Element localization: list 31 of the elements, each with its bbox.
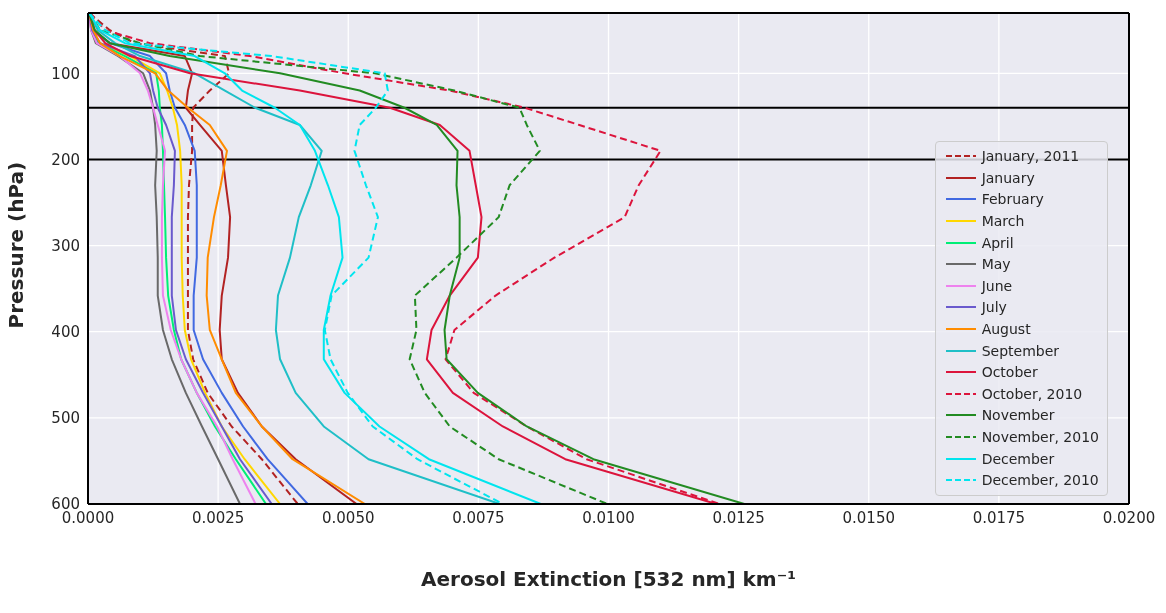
x-axis-title: Aerosol Extinction [532 nm] km⁻¹ xyxy=(420,567,797,591)
legend-label: March xyxy=(981,213,1025,230)
x-tick-label: 0.0125 xyxy=(712,508,765,527)
legend-label: May xyxy=(981,256,1011,273)
legend-label: November, 2010 xyxy=(981,429,1099,446)
x-tick-label: 0.0150 xyxy=(842,508,895,527)
y-tick-label: 300 xyxy=(51,236,80,255)
legend-label: June xyxy=(981,277,1013,294)
x-tick-label: 0.0075 xyxy=(452,508,505,527)
legend-label: November xyxy=(981,407,1055,424)
y-tick-label: 400 xyxy=(51,323,80,342)
x-tick-label: 0.0175 xyxy=(972,508,1026,527)
y-tick-label: 500 xyxy=(51,409,80,428)
legend-label: December xyxy=(981,450,1055,467)
legend-label: January, 2011 xyxy=(981,148,1080,165)
legend-label: August xyxy=(981,321,1031,338)
y-tick-label: 100 xyxy=(51,64,80,83)
legend-label: October, 2010 xyxy=(981,385,1083,402)
y-axis-title: Pressure (hPa) xyxy=(4,161,29,329)
x-tick-label: 0.0200 xyxy=(1102,508,1156,527)
x-tick-label: 0.0050 xyxy=(322,508,375,527)
legend-label: January xyxy=(981,169,1035,186)
legend-label: December, 2010 xyxy=(981,472,1099,489)
legend-label: April xyxy=(981,234,1014,251)
x-tick-label: 0.0100 xyxy=(582,508,635,527)
legend-label: July xyxy=(981,299,1007,316)
x-tick-label: 0.0025 xyxy=(191,508,245,527)
y-tick-label: 200 xyxy=(51,150,80,169)
legend-label: October xyxy=(981,364,1038,381)
legend-label: February xyxy=(981,191,1044,208)
legend-label: September xyxy=(981,342,1060,359)
